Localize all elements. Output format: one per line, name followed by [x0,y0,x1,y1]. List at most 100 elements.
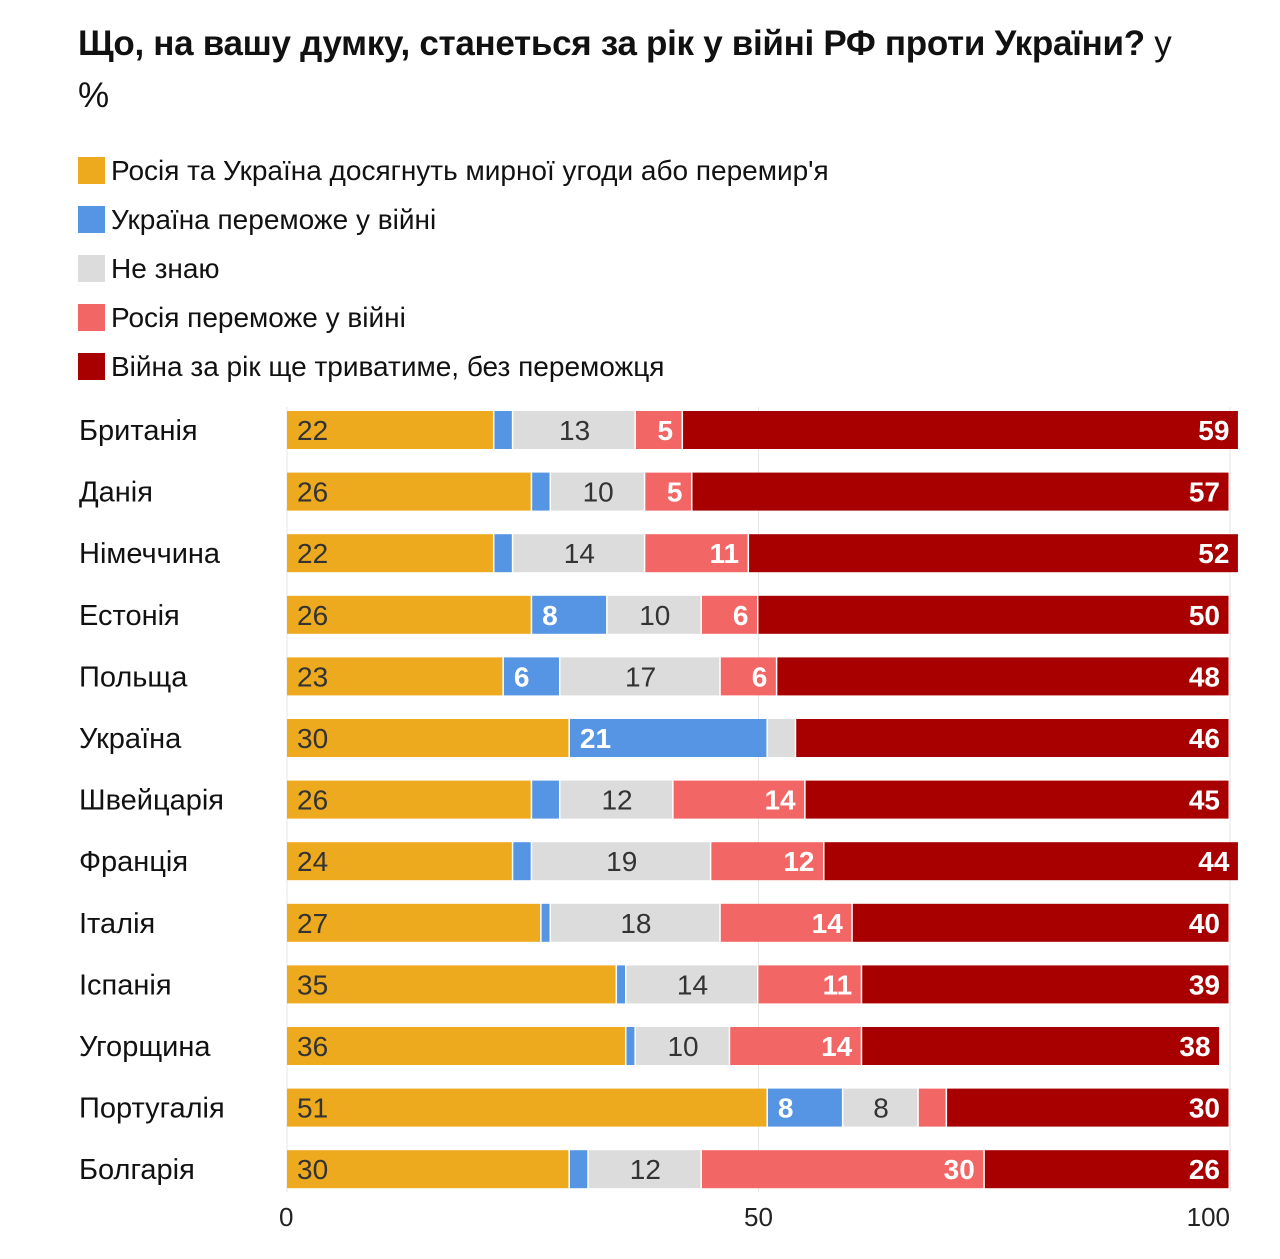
bar-segment [805,780,1229,819]
bar-segment [532,472,550,511]
data-label: 59 [1198,415,1229,446]
data-label: 10 [583,477,614,508]
bar-segment [673,780,805,819]
category-label: Україна [79,723,182,755]
data-label: 23 [297,661,328,692]
data-label: 30 [1189,1093,1220,1124]
bar-segment [984,1150,1229,1189]
category-label: Німеччина [79,538,221,570]
legend-label: Росія переможе у війні [111,301,406,333]
data-label: 17 [625,661,656,692]
legend: Росія та Україна досягнуть мирної угоди … [78,146,829,391]
bar-segment [767,1088,842,1127]
data-label: 6 [733,600,749,631]
data-label: 11 [823,969,853,1000]
bar-segment [947,1088,1229,1127]
bar-segment [551,903,720,942]
bar-segment [287,411,493,449]
bar-segment [720,657,776,696]
data-label: 8 [873,1093,889,1124]
bar-segment [588,1150,701,1189]
bar-segment [287,595,531,634]
bar-segment [513,534,644,573]
bar-segment [532,595,607,634]
legend-item: Не знаю [78,244,829,293]
bar-segment [287,842,512,881]
bar-segment [862,965,1229,1004]
legend-item: Україна переможе у війні [78,195,829,244]
data-label: 14 [812,908,844,939]
data-label: 14 [564,538,595,569]
data-label: 14 [764,785,796,816]
data-label: 26 [297,600,328,631]
x-tick-label: 50 [744,1202,773,1232]
bar-segment [287,719,569,757]
bar-segment [494,411,512,449]
data-label: 21 [580,723,611,754]
bar-segment [503,657,559,696]
bar-segment [532,780,559,819]
legend-swatch [78,255,105,282]
bar-segment [635,411,682,449]
data-label: 12 [783,846,814,877]
bar-segment [287,1150,569,1189]
bar-segment [852,903,1229,942]
bar-segment [626,1027,635,1065]
category-label: Данія [79,477,153,509]
x-tick-label: 0 [279,1202,293,1232]
data-label: 38 [1179,1031,1210,1062]
bar-segment [287,657,503,696]
legend-label: Росія та Україна досягнуть мирної угоди … [111,154,829,186]
bar-segment [767,719,795,757]
bar-segment [711,842,824,881]
x-tick-label: 100 [1187,1202,1230,1232]
data-label: 44 [1198,846,1230,877]
bar-segment [720,903,852,942]
category-label: Швейцарія [79,785,224,817]
data-label: 27 [297,908,328,939]
chart-title-main: Що, на вашу думку, станеться за рік у ві… [78,24,1145,63]
data-label: 10 [667,1031,698,1062]
data-label: 13 [559,415,590,446]
legend-swatch [78,157,105,184]
chart-title: Що, на вашу думку, станеться за рік у ві… [78,18,1178,122]
bar-segment [683,411,1238,449]
bar-segment [862,1027,1220,1065]
data-label: 52 [1198,538,1229,569]
category-label: Польща [79,661,188,693]
data-label: 14 [821,1031,853,1062]
data-label: 18 [620,908,651,939]
data-label: 12 [630,1154,661,1185]
legend-swatch [78,304,105,331]
data-label: 8 [778,1093,794,1124]
category-label: Італія [79,908,155,940]
bar-segment [513,411,635,449]
data-label: 40 [1189,908,1220,939]
legend-item: Росія переможе у війні [78,293,829,342]
chart-title-unit: у % [78,24,1172,115]
legend-label: Не знаю [111,252,220,284]
data-label: 26 [297,785,328,816]
data-label: 12 [601,785,632,816]
bar-segment [749,534,1238,573]
data-label: 24 [297,846,328,877]
bar-segment [758,965,861,1004]
bar-segment [730,1027,861,1065]
data-label: 11 [709,538,739,569]
data-label: 46 [1189,723,1220,754]
bar-segment [617,965,625,1004]
data-label: 39 [1189,969,1220,1000]
legend-swatch [78,206,105,233]
data-label: 45 [1189,785,1220,816]
bar-segment [701,595,757,634]
bar-segment [532,842,710,881]
bar-segment [777,657,1229,696]
data-label: 5 [657,415,673,446]
bar-segment [569,719,767,757]
legend-label: Україна переможе у війні [111,203,437,235]
category-label: Португалія [79,1093,225,1125]
data-label: 35 [297,969,328,1000]
category-label: Франція [79,846,188,878]
bar-segment [843,1088,918,1127]
